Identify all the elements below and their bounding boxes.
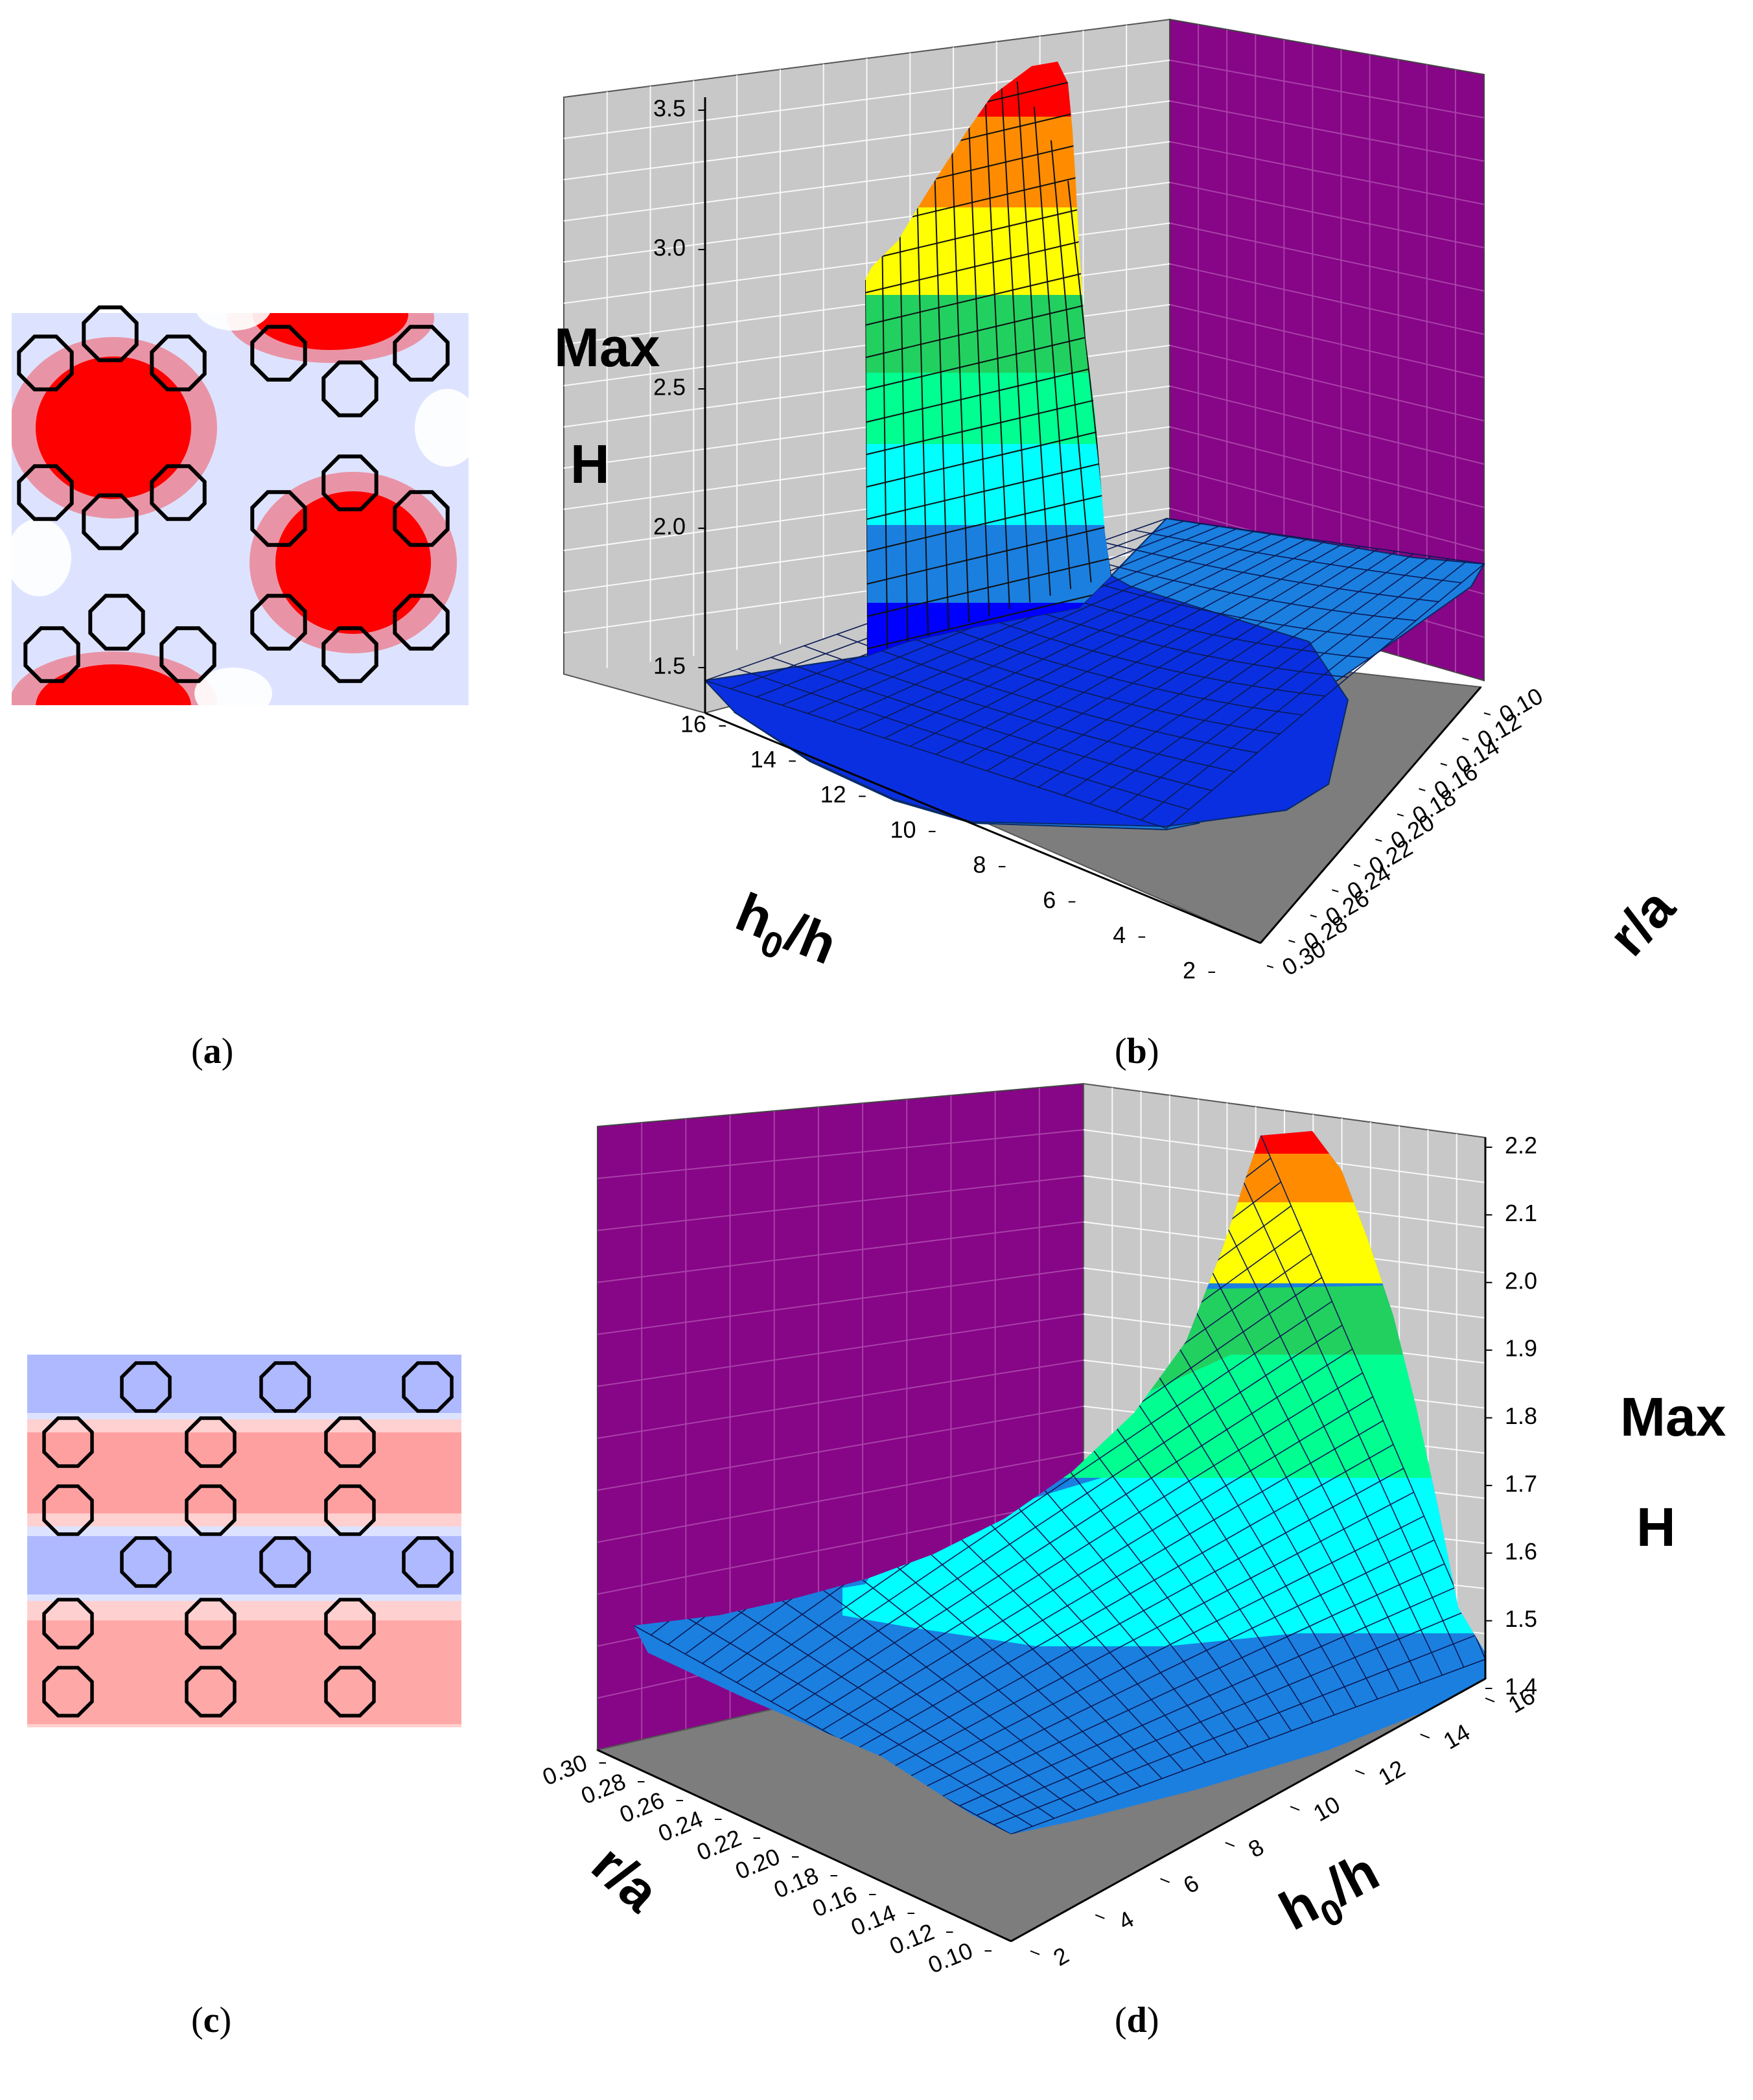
hole-octagon-icon: [42, 1666, 94, 1718]
tick-label: 10: [890, 816, 916, 843]
tick-label: 12: [1374, 1755, 1410, 1791]
tick-label: 8: [973, 852, 986, 878]
tick-label: 1.6: [1505, 1538, 1537, 1565]
panel-label-d: (d): [1115, 2000, 1159, 2040]
z-axis-label-line1-d: Max: [1620, 1386, 1726, 1447]
hole-octagon-icon: [402, 1361, 454, 1413]
hole-octagon-icon: [259, 1361, 311, 1413]
hole-octagon-icon: [42, 1484, 94, 1536]
hole-octagon-icon: [42, 1598, 94, 1650]
tick-label: 1.5: [1505, 1605, 1537, 1632]
hole-octagon-icon: [324, 1666, 376, 1718]
hole-octagon-icon: [250, 325, 307, 382]
tick-label: 2.1: [1505, 1200, 1537, 1226]
panel-label-c: (c): [191, 2000, 231, 2040]
tick-label: 2.0: [653, 513, 686, 540]
field-map-a: [12, 305, 469, 705]
hole-octagon-icon: [82, 493, 139, 550]
hole-octagon-icon: [17, 334, 74, 391]
hole-octagon-icon: [42, 1361, 454, 1718]
field-map-c: [27, 1355, 461, 1727]
x-axis-label-b: h0/h: [724, 881, 845, 986]
hole-octagon-icon: [17, 464, 74, 521]
y-axis-label-d: r/a: [581, 1834, 671, 1924]
panel-label-a: (a): [191, 1031, 233, 1071]
hole-octagon-icon: [324, 1416, 376, 1468]
z-axis-label-line1-b: Max: [554, 317, 660, 378]
hole-octagon-icon: [185, 1598, 237, 1650]
tick-label: 6: [1043, 887, 1056, 913]
tick-label: 16: [680, 711, 706, 738]
tick-label: 1.9: [1505, 1335, 1537, 1362]
tick-label: 2: [1049, 1942, 1073, 1972]
hole-octagon-icon: [150, 464, 207, 521]
hole-octagon-icon: [321, 360, 378, 417]
hole-octagon-icon: [120, 1536, 172, 1588]
tick-label: 2.5: [653, 374, 686, 401]
tick-label: 1.4: [1505, 1674, 1537, 1700]
hole-octagon-icon: [82, 305, 139, 362]
tick-label: 4: [1114, 1906, 1139, 1935]
tick-label: 3.0: [653, 235, 686, 261]
hole-octagon-icon: [393, 490, 450, 547]
tick-label: 2.2: [1505, 1132, 1537, 1159]
hole-octagon-icon: [185, 1484, 237, 1536]
y-axis-label-b: r/a: [1597, 876, 1687, 967]
hole-octagon-icon: [393, 594, 450, 651]
tick-label: 12: [820, 781, 846, 808]
hole-octagon-icon: [150, 334, 207, 391]
tick-label: 10: [1308, 1791, 1344, 1827]
tick-label: 3.5: [653, 95, 686, 122]
z-axis-label-line2-b: H: [570, 434, 610, 495]
hole-octagon-icon: [23, 626, 80, 683]
tick-label: 2: [1183, 957, 1196, 984]
tick-label: 1.5: [653, 653, 686, 679]
hole-octagon-icon: [17, 305, 450, 683]
hole-octagon-icon: [88, 594, 145, 651]
hole-octagon-icon: [259, 1536, 311, 1588]
tick-label: 8: [1244, 1834, 1268, 1863]
tick-label: 14: [1439, 1718, 1474, 1755]
hole-octagon-icon: [185, 1666, 237, 1718]
hole-octagon-icon: [250, 594, 307, 651]
hole-octagon-icon: [324, 1484, 376, 1536]
panel-label-b: (b): [1115, 1031, 1159, 1071]
hole-octagon-icon: [250, 490, 307, 547]
hole-octagon-icon: [324, 1598, 376, 1650]
hole-octagon-icon: [120, 1361, 172, 1413]
back-wall-right: [1169, 18, 1485, 682]
tick-label: 1.8: [1505, 1403, 1537, 1429]
tick-label: 6: [1179, 1869, 1203, 1899]
hole-octagon-icon: [402, 1536, 454, 1588]
hole-octagon-icon: [321, 454, 378, 511]
hole-octagon-icon: [393, 325, 450, 382]
tick-label: 1.7: [1505, 1470, 1537, 1497]
hole-octagon-icon: [159, 626, 216, 683]
hole-octagon-icon: [185, 1416, 237, 1468]
z-axis-label-line2-d: H: [1636, 1497, 1676, 1558]
hole-octagon-icon: [42, 1416, 94, 1468]
tick-label: 14: [750, 746, 776, 773]
surface-plot-d: 0.300.280.260.240.220.200.180.160.140.12…: [539, 1082, 1726, 1978]
hole-octagon-icon: [321, 626, 378, 683]
tick-label: 4: [1113, 922, 1126, 948]
tick-label: 2.0: [1505, 1267, 1537, 1294]
x-axis-label-d: h0/h: [1270, 1840, 1393, 1951]
